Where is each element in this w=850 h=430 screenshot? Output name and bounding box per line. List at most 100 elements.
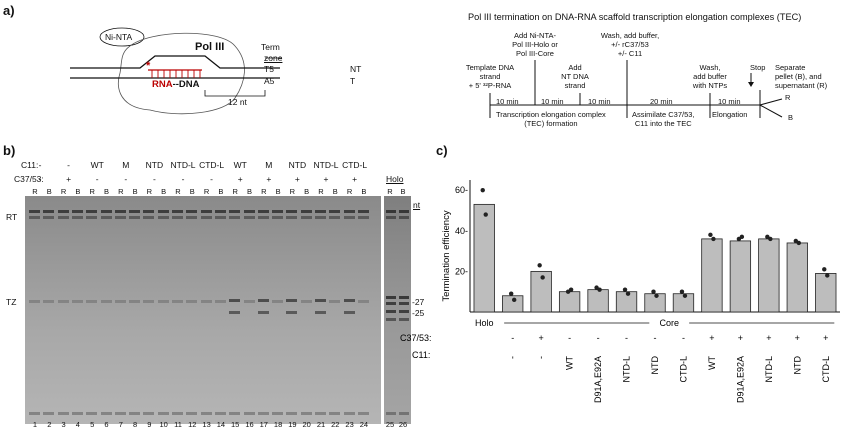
lane-number: 8 (133, 420, 138, 429)
gel-band (257, 210, 269, 213)
time-4: 20 min (650, 97, 673, 106)
step-add-nt: Add NT DNA strand (561, 63, 589, 90)
data-point (654, 293, 659, 298)
holo-group-label: Holo (475, 318, 494, 328)
lane-number: 5 (90, 420, 95, 429)
gel-band (229, 299, 241, 302)
bar (587, 289, 609, 313)
c11-row-value: NTD (650, 356, 660, 375)
gel-band (286, 210, 298, 213)
gel-band (286, 412, 298, 415)
gel-band (71, 412, 83, 415)
gel-band (300, 216, 312, 219)
rb-label: R (175, 187, 181, 196)
step-add-pol3: Add Ni-NTA- Pol III-Holo or Pol III-Core (512, 31, 558, 58)
data-point (508, 291, 514, 296)
c11-value: NTD (145, 160, 164, 170)
rna-dna-hybrid-ticks (151, 70, 201, 78)
bar (644, 293, 666, 313)
c11-value: NTD (288, 160, 307, 170)
gel-band (29, 216, 40, 219)
c11-value: WT (90, 160, 104, 170)
data-point (679, 289, 685, 294)
gel-band (343, 216, 355, 219)
step-stop: Stop (750, 63, 766, 72)
lane-number: 23 (345, 420, 354, 429)
lane-number: 22 (331, 420, 340, 429)
gel-band (272, 412, 284, 415)
gel-band (229, 210, 241, 213)
lane-number: 24 (359, 420, 369, 429)
lane-number: 25 (385, 420, 395, 429)
phase-elongation: Elongation (712, 110, 748, 119)
lane-number: 20 (302, 420, 311, 429)
c3753-value: - (181, 174, 185, 184)
gel-band (172, 412, 183, 415)
gel-band (357, 412, 369, 415)
gel-band (315, 412, 326, 415)
termination-efficiency-chart: Termination efficiency 20- 40- 60- - - + - - WT - D… (400, 180, 840, 403)
time-2: 10 min (541, 97, 564, 106)
rb-label: R (318, 187, 324, 196)
gel-band (43, 210, 55, 213)
lane-number: 21 (316, 420, 326, 429)
gel-band (357, 210, 369, 213)
step-wash-c37: Wash, add buffer, +/- rC37/53 +/- C11 (600, 31, 660, 58)
gel-band (229, 216, 241, 219)
data-point (825, 273, 830, 278)
c3753-value: + (352, 174, 358, 184)
lane-number: 12 (188, 420, 197, 429)
data-point (540, 275, 545, 280)
gel-band (315, 216, 326, 219)
12nt-bracket (204, 90, 266, 97)
gel-band (386, 210, 396, 213)
c11-value: M (122, 160, 130, 170)
rb-label: B (361, 187, 367, 196)
lane-number: 2 (47, 420, 52, 429)
lane-number: 18 (273, 420, 283, 429)
size-27: -27 (412, 297, 425, 307)
gel-band (214, 216, 226, 219)
gel-band (399, 210, 409, 213)
gel-band (386, 302, 396, 305)
gel-band (399, 310, 409, 313)
y-tick-label: 60- (455, 185, 468, 195)
c3753-row-value: + (766, 333, 771, 343)
gel-band (243, 216, 255, 219)
lane-number: 4 (75, 420, 80, 429)
gel-band (214, 300, 226, 303)
gel-image-core (25, 196, 381, 424)
gel-band (57, 216, 69, 219)
fork-r: R (785, 93, 791, 102)
c11-value: NTD-L (170, 160, 196, 170)
gel-band (257, 299, 269, 302)
gel-band (399, 318, 409, 321)
gel-band (229, 412, 241, 415)
scaffold-diagram (70, 27, 282, 115)
lane-number: 17 (259, 420, 268, 429)
t-strand-label: T (350, 76, 356, 86)
gel-band (100, 216, 112, 219)
gel-band (43, 412, 55, 415)
y-axis-label: Termination efficiency (441, 210, 452, 301)
gel-band (300, 412, 312, 415)
gel-band (214, 210, 226, 213)
tz-label: TZ (6, 297, 17, 307)
gel-band (272, 216, 284, 219)
gel-band (186, 300, 198, 303)
gel-band (257, 311, 269, 314)
gel-band (114, 300, 126, 303)
gel-band (200, 210, 212, 213)
rb-label: B (103, 187, 110, 196)
gel-band (143, 216, 155, 219)
gel-band (300, 210, 312, 213)
c3753-row-value: - (682, 333, 685, 343)
gel-band (57, 210, 69, 213)
gel-band (200, 216, 212, 219)
gel-band (114, 210, 126, 213)
timeline-title: Pol III termination on DNA-RNA scaffold … (468, 12, 802, 22)
data-point (597, 287, 602, 292)
gel-band (257, 412, 269, 415)
rb-label: B (400, 187, 406, 196)
gel-band (386, 296, 396, 299)
